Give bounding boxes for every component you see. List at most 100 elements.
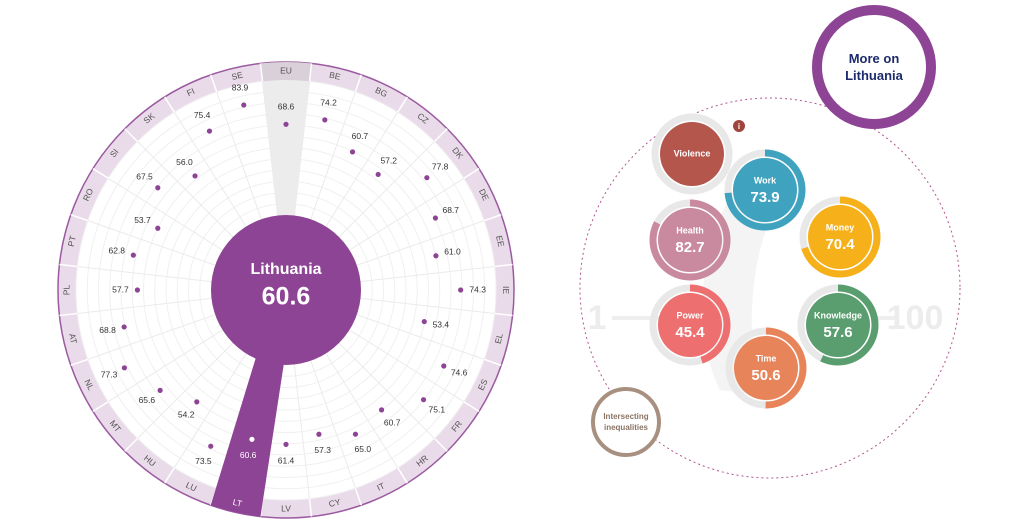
country-label[interactable]: SE bbox=[230, 70, 244, 82]
country-label[interactable]: FI bbox=[185, 86, 196, 98]
value-label: 77.8 bbox=[432, 161, 449, 171]
domain-core[interactable] bbox=[808, 205, 872, 269]
sector-divider bbox=[293, 81, 311, 216]
domain[interactable]: Knowledge 57.6 bbox=[797, 284, 879, 366]
value-label: 56.0 bbox=[176, 157, 193, 167]
value-label: 68.8 bbox=[99, 325, 116, 335]
domain-name: Power bbox=[676, 310, 704, 320]
country-dot[interactable] bbox=[249, 436, 255, 442]
country-dot[interactable] bbox=[194, 399, 200, 405]
domain-arc bbox=[797, 284, 879, 366]
country-label[interactable]: IT bbox=[375, 480, 386, 492]
country-dot[interactable] bbox=[241, 102, 247, 108]
country-label[interactable]: EE bbox=[494, 234, 506, 248]
highlight-sector bbox=[210, 354, 285, 517]
country-dot[interactable] bbox=[378, 407, 385, 413]
country-dot[interactable] bbox=[283, 441, 289, 447]
sector-divider bbox=[338, 141, 435, 238]
more-link-ring[interactable] bbox=[812, 5, 936, 129]
country-dot[interactable] bbox=[352, 431, 359, 437]
value-label: 61.0 bbox=[444, 246, 461, 256]
domain[interactable]: Money 70.4 bbox=[799, 196, 881, 278]
country-dot[interactable] bbox=[375, 171, 381, 178]
domain-arc bbox=[724, 149, 806, 231]
country-label[interactable]: NL bbox=[82, 378, 96, 392]
country-dot[interactable] bbox=[130, 252, 136, 258]
intersecting-ring[interactable] bbox=[591, 387, 661, 457]
domain-name: Health bbox=[676, 225, 704, 235]
ring-divider bbox=[354, 487, 363, 506]
country-dot[interactable] bbox=[283, 121, 289, 127]
sector-divider bbox=[325, 353, 399, 469]
country-dot[interactable] bbox=[433, 253, 439, 259]
scale-max: 100 bbox=[887, 299, 944, 337]
domain-core[interactable] bbox=[660, 122, 724, 186]
country-label[interactable]: EU bbox=[280, 65, 292, 75]
intersecting-box: Intersecting inequalities bbox=[603, 412, 649, 432]
country-dot[interactable] bbox=[134, 287, 141, 293]
country-dot[interactable] bbox=[155, 185, 161, 191]
sector-divider bbox=[310, 360, 356, 489]
value-label: 75.4 bbox=[194, 110, 211, 120]
country-dot[interactable] bbox=[157, 387, 163, 393]
domain[interactable]: Violence bbox=[651, 113, 733, 195]
domain-core[interactable] bbox=[806, 293, 870, 357]
country-label[interactable]: AT bbox=[67, 332, 79, 344]
country-label[interactable]: DE bbox=[477, 187, 491, 202]
country-dot[interactable] bbox=[458, 287, 464, 293]
value-label: 75.1 bbox=[429, 405, 446, 415]
sector-divider bbox=[77, 265, 212, 283]
domain-core[interactable] bbox=[658, 208, 722, 272]
value-label: 60.7 bbox=[352, 131, 369, 141]
domain-core[interactable] bbox=[658, 293, 722, 357]
domain-core[interactable] bbox=[733, 158, 797, 222]
country-label[interactable]: PT bbox=[66, 235, 78, 248]
country-dot[interactable] bbox=[206, 128, 213, 134]
ring-divider bbox=[70, 358, 89, 367]
domain-core[interactable] bbox=[734, 336, 798, 400]
country-dot[interactable] bbox=[432, 215, 439, 221]
country-label[interactable]: CY bbox=[328, 497, 342, 509]
intersecting-text[interactable]: Intersecting inequalities bbox=[603, 412, 649, 432]
country-label[interactable]: LV bbox=[281, 503, 291, 513]
country-dot[interactable] bbox=[316, 431, 322, 437]
country-dot[interactable] bbox=[121, 365, 128, 371]
country-dot[interactable] bbox=[322, 117, 328, 123]
country-label[interactable]: LT bbox=[232, 497, 243, 509]
ring-divider bbox=[463, 168, 480, 179]
info-icon-glyph: i bbox=[738, 122, 740, 131]
country-dot[interactable] bbox=[192, 173, 198, 179]
sector-divider bbox=[173, 353, 247, 469]
country-label[interactable]: BG bbox=[374, 85, 389, 99]
country-dot[interactable] bbox=[441, 363, 447, 369]
country-dot[interactable] bbox=[208, 443, 214, 449]
country-dot[interactable] bbox=[121, 324, 127, 330]
sector-divider bbox=[173, 111, 247, 227]
more-link[interactable]: More on Lithuania bbox=[812, 5, 936, 129]
country-dot[interactable] bbox=[155, 225, 161, 231]
country-label[interactable]: LU bbox=[184, 480, 198, 494]
more-link-text[interactable]: More on Lithuania bbox=[845, 51, 903, 83]
domain[interactable]: Work 73.9 bbox=[724, 149, 806, 231]
country-dot[interactable] bbox=[420, 397, 427, 403]
value-label: 60.7 bbox=[384, 417, 401, 427]
domain[interactable]: Health 82.7 bbox=[649, 199, 731, 281]
country-dot[interactable] bbox=[421, 318, 427, 325]
sector-divider bbox=[310, 91, 356, 220]
value-label: 53.4 bbox=[433, 320, 450, 330]
domain[interactable]: Time 50.6 bbox=[725, 327, 807, 409]
country-label[interactable]: PL bbox=[61, 285, 71, 296]
domain-value: 50.6 bbox=[751, 367, 780, 384]
country-label[interactable]: BE bbox=[328, 70, 342, 82]
intersecting-link[interactable]: Intersecting inequalities bbox=[591, 387, 661, 457]
country-dot[interactable] bbox=[349, 149, 356, 155]
domain-name: Knowledge bbox=[814, 310, 862, 320]
ring-divider bbox=[70, 213, 89, 222]
country-label[interactable]: ES bbox=[476, 377, 490, 392]
info-icon[interactable] bbox=[733, 120, 745, 132]
country-label[interactable]: EL bbox=[493, 332, 505, 345]
country-dot[interactable] bbox=[424, 175, 430, 181]
sector-divider bbox=[137, 342, 234, 439]
country-label[interactable]: IE bbox=[501, 286, 511, 294]
domain[interactable]: Power 45.4 bbox=[649, 284, 731, 366]
